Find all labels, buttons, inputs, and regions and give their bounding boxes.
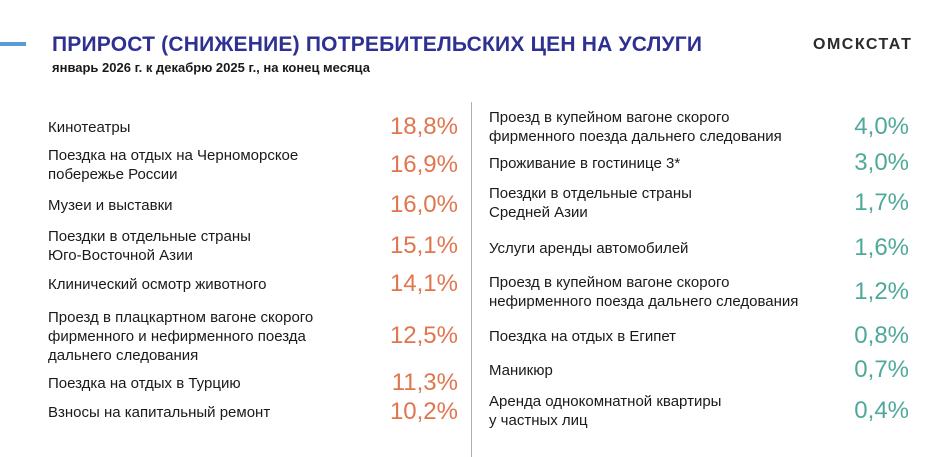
item-label: Проживание в гостинице 3* [489, 154, 681, 172]
accent-bar [0, 42, 26, 46]
item-label: Поездка на отдых в Египет [489, 327, 677, 345]
list-item: Аренда однокомнатной квартиры у частных л… [489, 390, 909, 432]
item-label: Поездка на отдых на Черноморское побережь… [48, 147, 299, 183]
list-item: Поездки в отдельные страны Юго-Восточной … [48, 225, 458, 267]
list-item: Поездка на отдых на Черноморское побережь… [48, 144, 458, 186]
list-item: Маникюр 0,7% [489, 356, 909, 384]
item-value: 0,8% [854, 322, 909, 349]
item-label: Проезд в купейном вагоне скорого фирменно… [489, 109, 782, 145]
item-label: Поездки в отдельные страны Юго-Восточной … [48, 228, 251, 264]
item-label: Маникюр [489, 361, 553, 379]
item-label: Кинотеатры [48, 118, 131, 136]
item-value: 18,8% [389, 113, 458, 140]
item-value: 14,1% [389, 270, 458, 297]
item-label: Услуги аренды автомобилей [489, 239, 689, 257]
list-item: Поездка на отдых в Египет 0,8% [489, 322, 909, 350]
item-value: 4,0% [854, 113, 909, 140]
item-value: 16,0% [389, 191, 458, 218]
item-label: Клинический осмотр животного [48, 275, 267, 293]
item-value: 11,3% [391, 369, 458, 396]
item-value: 15,1% [389, 232, 458, 259]
list-item: Клинический осмотр животного 14,1% [48, 270, 458, 298]
item-value: 10,2% [389, 398, 458, 425]
column-divider [471, 102, 472, 457]
item-value: 3,0% [854, 149, 909, 176]
list-item: Музеи и выставки 16,0% [48, 191, 458, 219]
item-value: 12,5% [389, 322, 458, 349]
item-value: 0,4% [854, 397, 909, 424]
logo: ОМСКСТАТ [813, 36, 913, 53]
list-item: Поездка на отдых в Турцию 11,3% [48, 369, 458, 397]
item-label: Поездки в отдельные страны Средней Азии [489, 185, 692, 221]
list-item: Кинотеатры 18,8% [48, 113, 458, 141]
list-item: Проживание в гостинице 3* 3,0% [489, 149, 909, 177]
item-label: Поездка на отдых в Турцию [48, 374, 241, 392]
item-label: Проезд в купейном вагоне скорого нефирмен… [489, 274, 799, 310]
list-item: Проезд в плацкартном вагоне скорого фирме… [48, 306, 458, 366]
item-value: 1,7% [854, 189, 909, 216]
list-item: Проезд в купейном вагоне скорого фирменно… [489, 106, 909, 148]
page-title: ПРИРОСТ (СНИЖЕНИЕ) ПОТРЕБИТЕЛЬСКИХ ЦЕН Н… [52, 33, 703, 56]
list-item: Поездки в отдельные страны Средней Азии 1… [489, 182, 909, 224]
item-value: 1,2% [854, 278, 909, 305]
list-item: Проезд в купейном вагоне скорого нефирмен… [489, 271, 909, 313]
item-label: Проезд в плацкартном вагоне скорого фирме… [48, 308, 314, 364]
item-label: Аренда однокомнатной квартиры у частных л… [489, 393, 722, 429]
list-item: Услуги аренды автомобилей 1,6% [489, 234, 909, 262]
item-label: Взносы на капитальный ремонт [48, 403, 271, 421]
item-label: Музеи и выставки [48, 196, 173, 214]
list-item: Взносы на капитальный ремонт 10,2% [48, 398, 458, 426]
page-subtitle: январь 2026 г. к декабрю 2025 г., на кон… [52, 60, 370, 75]
item-value: 16,9% [389, 151, 458, 178]
item-value: 0,7% [854, 356, 909, 383]
item-value: 1,6% [854, 234, 909, 261]
